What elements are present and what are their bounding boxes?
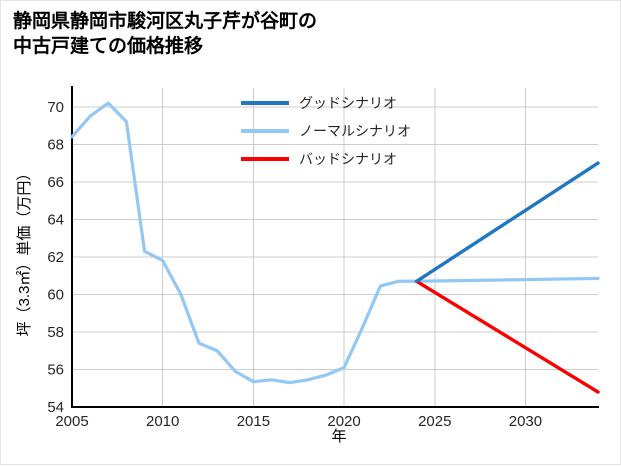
data-line-good — [414, 161, 600, 283]
data-line-bad — [414, 279, 600, 394]
y-tick-label: 70 — [47, 99, 64, 116]
y-tick-label: 66 — [47, 174, 64, 191]
x-tick-label: 2025 — [418, 413, 451, 430]
x-tick-label: 2030 — [509, 413, 542, 430]
y-tick-label: 64 — [47, 211, 64, 228]
y-tick-label: 62 — [47, 249, 64, 266]
x-tick-label: 2010 — [146, 413, 179, 430]
legend-label-normal: ノーマルシナリオ — [299, 123, 411, 139]
y-tick-label: 60 — [47, 286, 64, 303]
x-tick-labels-group: 2005 2010 2015 2020 2025 2030 — [55, 413, 542, 430]
y-axis-title: 坪（3.3㎡）単価（万円） — [16, 166, 33, 337]
chart-title: 静岡県静岡市駿河区丸子芹が谷町の 中古戸建ての価格推移 — [13, 11, 318, 58]
data-line-normal — [70, 101, 600, 385]
y-tick-label: 54 — [47, 399, 64, 416]
x-tick-label: 2020 — [327, 413, 360, 430]
y-tick-label: 58 — [47, 324, 64, 341]
x-axis-title: 年 — [331, 428, 346, 445]
data-lines-group — [70, 101, 600, 394]
x-tick-label: 2015 — [237, 413, 270, 430]
y-tick-label: 56 — [47, 361, 64, 378]
axis-spines-group — [70, 86, 599, 409]
y-tick-label: 68 — [47, 136, 64, 153]
x-tick-label: 2005 — [55, 413, 88, 430]
gridlines-group — [72, 88, 598, 407]
y-tick-labels-group: 54 56 58 60 62 64 66 68 70 — [47, 99, 64, 416]
legend-label-bad: バッドシナリオ — [299, 151, 397, 167]
legend-label-good: グッドシナリオ — [299, 95, 397, 111]
